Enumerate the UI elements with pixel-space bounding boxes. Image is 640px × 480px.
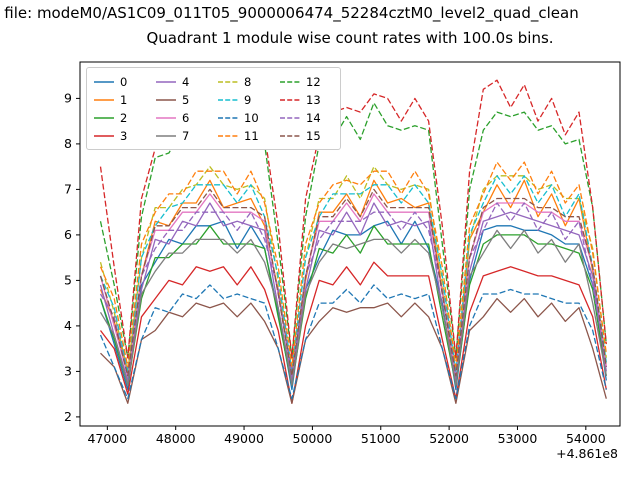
- legend-line-sample: [156, 99, 176, 101]
- legend-label: 12: [306, 75, 321, 89]
- x-tick-label: 50000: [293, 431, 333, 446]
- legend-line-sample: [218, 117, 238, 119]
- legend-label: 9: [244, 93, 252, 107]
- legend-label: 7: [182, 129, 190, 143]
- truncated-filename-title: n file: modeM0/AS1C09_011T05_9000006474_…: [0, 4, 579, 22]
- y-tick-label: 7: [64, 181, 72, 196]
- x-tick-label: 51000: [361, 431, 401, 446]
- series-line-3: [99, 261, 607, 404]
- legend-item: 1: [94, 91, 146, 109]
- legend-label: 11: [244, 129, 259, 143]
- series-line-6: [99, 193, 607, 377]
- legend-line-sample: [94, 117, 114, 119]
- legend-item: 11: [218, 127, 270, 145]
- legend-line-sample: [280, 135, 300, 137]
- legend-line-sample: [280, 81, 300, 83]
- series-line-8: [99, 165, 607, 373]
- x-tick-label: 54000: [566, 431, 606, 446]
- series-line-2: [99, 225, 607, 386]
- legend-label: 5: [182, 93, 190, 107]
- series-line-4: [99, 202, 607, 382]
- x-tick-label: 49000: [224, 431, 264, 446]
- legend: 0 1 2 3 4 5 6 7 8 9 10 11 12 13 14 15: [86, 67, 341, 150]
- legend-line-sample: [218, 81, 238, 83]
- series-line-10: [99, 284, 607, 400]
- legend-label: 8: [244, 75, 252, 89]
- legend-label: 15: [306, 129, 321, 143]
- legend-label: 10: [244, 111, 259, 125]
- legend-item: 13: [280, 91, 332, 109]
- x-axis-offset-label: +4.861e8: [556, 446, 618, 461]
- legend-item: 9: [218, 91, 270, 109]
- axes-spines: [79, 61, 621, 427]
- legend-item: 10: [218, 109, 270, 127]
- legend-line-sample: [218, 99, 238, 101]
- series-line-11: [99, 161, 607, 368]
- legend-label: 0: [120, 75, 128, 89]
- y-tick-label: 4: [64, 318, 72, 333]
- series-line-9: [99, 175, 607, 373]
- legend-label: 14: [306, 111, 321, 125]
- legend-label: 13: [306, 93, 321, 107]
- legend-item: 2: [94, 109, 146, 127]
- legend-item: 12: [280, 73, 332, 91]
- series-line-0: [99, 220, 607, 391]
- legend-item: 14: [280, 109, 332, 127]
- x-tick-label: 53000: [498, 431, 538, 446]
- legend-label: 1: [120, 93, 128, 107]
- x-tick-label: 48000: [156, 431, 196, 446]
- y-tick-label: 6: [64, 227, 72, 242]
- legend-item: 15: [280, 127, 332, 145]
- legend-item: 4: [156, 73, 208, 91]
- legend-item: 5: [156, 91, 208, 109]
- legend-line-sample: [218, 135, 238, 137]
- series-line-12: [99, 102, 607, 359]
- y-tick-label: 8: [64, 136, 72, 151]
- legend-label: 4: [182, 75, 190, 89]
- legend-item: 3: [94, 127, 146, 145]
- legend-item: 0: [94, 73, 146, 91]
- series-line-5: [100, 297, 607, 404]
- y-tick-label: 5: [64, 272, 72, 287]
- series-line-1: [99, 179, 607, 386]
- series-line-15: [99, 188, 607, 377]
- series-line-7: [99, 229, 607, 386]
- legend-item: 8: [218, 73, 270, 91]
- legend-line-sample: [94, 135, 114, 137]
- x-tick-label: 47000: [87, 431, 127, 446]
- legend-line-sample: [156, 135, 176, 137]
- legend-label: 2: [120, 111, 128, 125]
- legend-line-sample: [94, 99, 114, 101]
- y-tick-label: 3: [64, 363, 72, 378]
- legend-line-sample: [94, 81, 114, 83]
- legend-line-sample: [280, 117, 300, 119]
- legend-item: 7: [156, 127, 208, 145]
- x-tick-label: 52000: [429, 431, 469, 446]
- y-tick-label: 9: [64, 90, 72, 105]
- chart-title: Quadrant 1 module wise count rates with …: [146, 29, 554, 47]
- series-line-14: [99, 202, 607, 377]
- legend-line-sample: [280, 99, 300, 101]
- legend-line-sample: [156, 117, 176, 119]
- y-tick-label: 2: [64, 409, 72, 424]
- legend-item: 6: [156, 109, 208, 127]
- legend-line-sample: [156, 81, 176, 83]
- legend-label: 6: [182, 111, 190, 125]
- legend-label: 3: [120, 129, 128, 143]
